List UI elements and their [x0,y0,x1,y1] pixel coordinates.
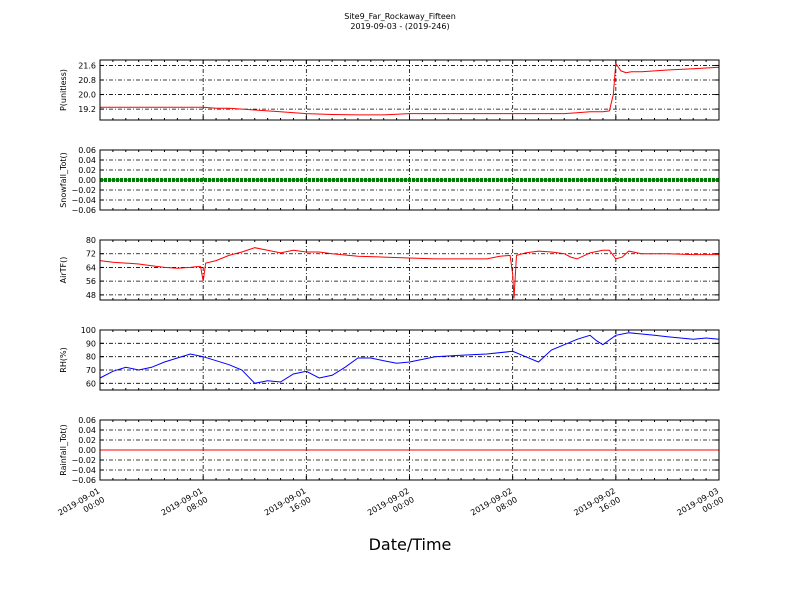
y-tick-label: 0.00 [78,176,96,185]
y-axis-label: P(unitless) [59,69,68,111]
y-tick-label: −0.02 [71,456,96,465]
y-tick-label: 48 [86,291,96,300]
y-tick-label: 19.2 [78,105,96,114]
series-line-rh [99,332,720,384]
y-tick-label: 60 [86,379,96,388]
y-tick-label: −0.02 [71,186,96,195]
y-tick-label: 0.00 [78,446,96,455]
y-tick-label: −0.04 [71,196,96,205]
panel-rh: 60 70 80 90 100 RH(%) [59,326,720,391]
panel-frame [99,419,720,481]
series-line-airtf [99,247,719,299]
y-tick-label: 56 [86,277,96,286]
y-tick-label: 100 [81,326,96,335]
y-tick-label: 0.06 [78,146,96,155]
y-tick-label: 70 [86,366,96,375]
y-tick-label: 0.06 [78,416,96,425]
y-tick-label: 20.8 [78,76,96,85]
y-axis-label: Snowfall_Tot() [59,152,68,208]
y-tick-label: 0.04 [78,426,96,435]
y-axis-label: AirTF() [59,257,68,284]
chart-title: Site9_Far_Rockaway_Fifteen [344,12,456,21]
panel-p-unitless: 19.2 20.0 20.8 21.6 P(unitless) [59,59,720,121]
y-axis-label: Rainfall_Tot() [59,424,68,476]
y-tick-label: 0.04 [78,156,96,165]
panel-airtf: 48 56 64 72 80 AirTF() [59,236,720,301]
panel-frame [99,329,720,391]
y-tick-label: 0.02 [78,436,96,445]
x-axis-label: Date/Time [369,535,452,554]
panel-frame [99,59,720,121]
y-tick-label: 0.02 [78,166,96,175]
y-tick-label: −0.04 [71,466,96,475]
y-tick-label: 72 [86,250,96,259]
subplot-panels: 19.220.020.821.6P(unitless)−0.06−0.04−0.… [59,59,720,485]
panel-snowfall-tot: −0.06−0.04−0.020.000.020.040.06 Snowfall_… [59,146,720,215]
y-tick-label: 80 [86,236,96,245]
y-tick-label: 64 [86,263,96,272]
chart-subtitle: 2019-09-03 - (2019-246) [350,22,449,31]
y-tick-label: 21.6 [78,61,96,70]
y-tick-label: −0.06 [71,476,96,485]
y-tick-label: 20.0 [78,91,96,100]
panel-frame [99,149,720,211]
panel-frame [99,239,720,301]
y-axis-label: RH(%) [59,347,68,372]
panel-rainfall-tot: −0.06−0.04−0.020.000.020.040.06 Rainfall_… [59,416,720,485]
y-tick-label: 80 [86,353,96,362]
y-tick-label: 90 [86,339,96,348]
series-line-p-unitless [100,62,720,116]
y-tick-label: −0.06 [71,206,96,215]
